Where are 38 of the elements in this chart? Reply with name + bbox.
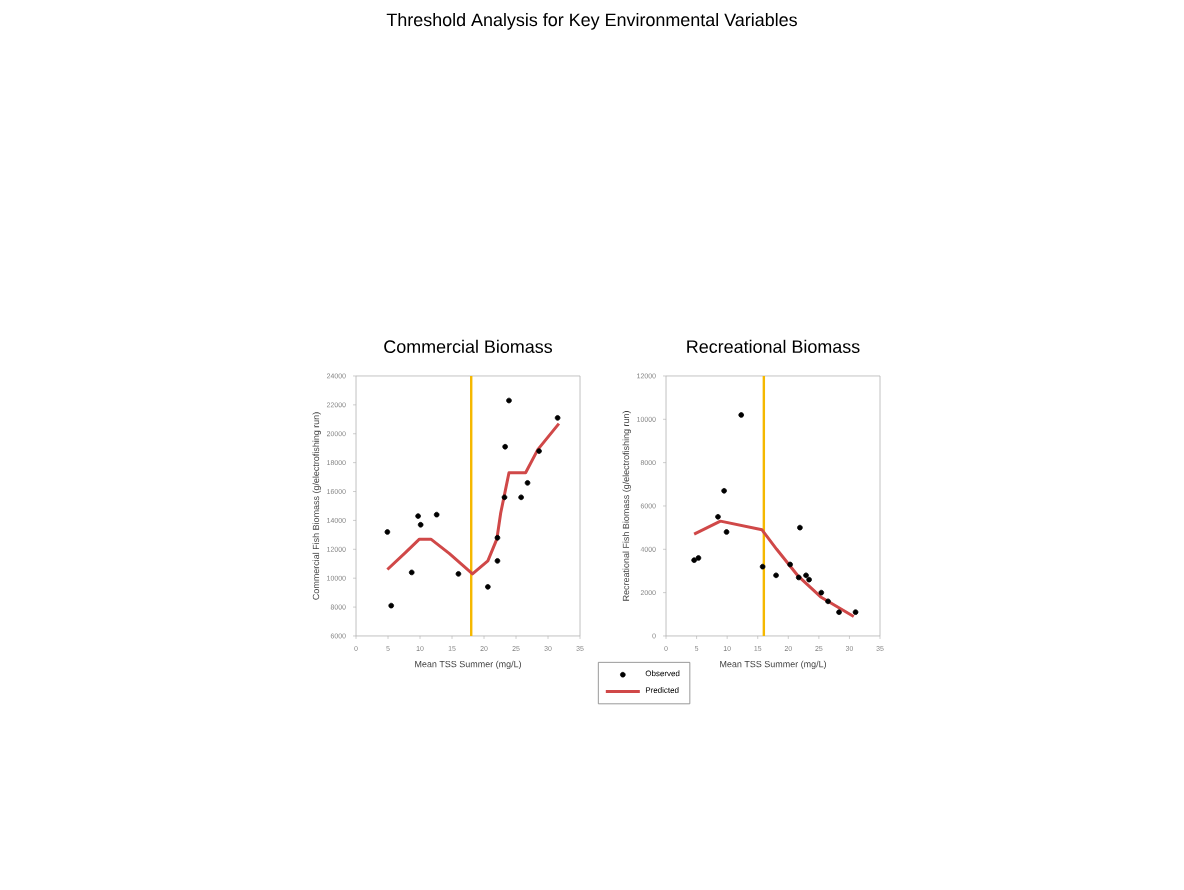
point (803, 572, 809, 579)
point (384, 529, 391, 535)
point (494, 558, 501, 564)
point (536, 448, 542, 454)
point (554, 415, 561, 421)
point (388, 602, 395, 609)
point (524, 480, 531, 486)
point (502, 443, 508, 450)
point (795, 574, 802, 581)
line-series (385, 422, 561, 576)
point (691, 557, 697, 563)
point (501, 494, 508, 501)
point (759, 563, 766, 570)
point (494, 534, 501, 541)
chart-title: Commercial Biomass (384, 339, 553, 353)
point (417, 521, 424, 528)
point (806, 576, 812, 583)
point (721, 488, 727, 494)
point (695, 555, 702, 561)
point (455, 571, 462, 577)
point (485, 584, 491, 590)
point (715, 514, 721, 520)
point (825, 598, 831, 605)
point (836, 609, 842, 615)
point (787, 561, 793, 568)
point (723, 529, 730, 535)
point (818, 589, 825, 596)
point (773, 572, 779, 579)
point (415, 513, 421, 519)
point (738, 412, 745, 418)
point (852, 609, 859, 615)
chart-title: Recreational Biomass (687, 339, 860, 353)
point (506, 397, 512, 404)
point (518, 494, 524, 501)
point (408, 569, 415, 576)
point (797, 524, 803, 531)
point (433, 511, 440, 518)
text: Threshold Analysis for Key Environmental Variables (386, 13, 797, 30)
